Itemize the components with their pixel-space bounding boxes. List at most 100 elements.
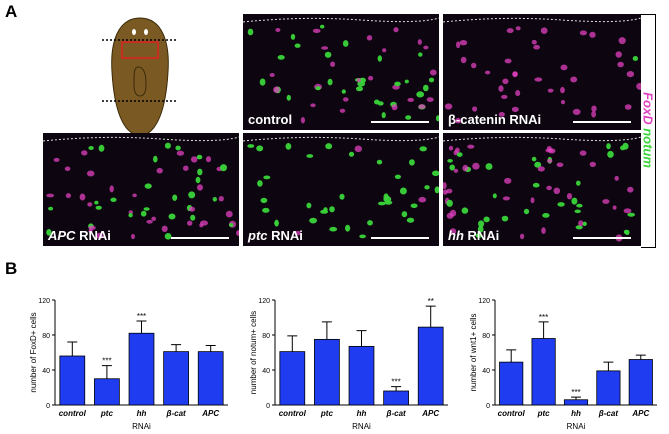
chart-foxd: number of FoxD+ cells 0 40 80 120 control *** p… (30, 298, 228, 431)
notum-cell (263, 175, 271, 180)
notum-cell (190, 214, 196, 221)
bar (531, 338, 556, 406)
bar (563, 399, 589, 406)
notum-cell (376, 159, 383, 165)
micrograph-bcatenin: β-catenin RNAi (443, 14, 641, 130)
foxd-cell (570, 76, 578, 83)
foxd-cell (602, 199, 610, 204)
micrograph-label: control (248, 112, 293, 127)
scale-bar (171, 237, 229, 239)
foxd-cell (236, 230, 239, 236)
notum-cell (542, 213, 550, 218)
foxd-cell (300, 117, 305, 124)
significance-mark: *** (539, 313, 548, 322)
bar (596, 370, 621, 406)
notum-cell (306, 202, 312, 209)
notum-cell (259, 78, 266, 86)
notum-cell (247, 144, 255, 148)
foxd-cell (310, 103, 316, 108)
foxd-cell (484, 70, 491, 75)
notum-cell (164, 142, 171, 149)
foxd-cell (467, 144, 475, 149)
foxd-cell (515, 90, 521, 97)
category-label: β-cat (165, 409, 186, 418)
notum-cell (625, 229, 630, 236)
notum-cell (128, 213, 133, 218)
foxd-cell (190, 156, 198, 163)
notum-cell (48, 206, 54, 211)
foxd-cell (455, 117, 462, 124)
notum-cell (399, 187, 407, 195)
notum-cell (449, 164, 455, 171)
foxd-cell (456, 41, 461, 49)
foxd-cell (429, 69, 437, 76)
foxd-cell (443, 182, 447, 190)
notum-cell (367, 220, 373, 226)
notum-cell (416, 91, 425, 98)
notum-cell (175, 145, 181, 151)
notum-cell (622, 142, 629, 150)
foxd-cell (471, 62, 477, 69)
notum-cell (401, 211, 408, 218)
notum-cell (418, 52, 423, 57)
notum-cell (478, 220, 485, 228)
notum-cell (315, 86, 321, 91)
foxd-cell (589, 31, 596, 38)
foxd-cell (86, 170, 95, 177)
foxd-cell (64, 166, 71, 172)
foxd-cell (545, 148, 554, 153)
bar (197, 351, 224, 406)
chart-notum: number of notum+ cells 0 40 80 120 control ptc… (250, 297, 448, 431)
foxd-cell (579, 30, 587, 36)
foxd-cell (339, 108, 346, 113)
notum-cell (262, 207, 270, 213)
notum-cell (557, 202, 565, 207)
foxd-cell (275, 28, 281, 32)
foxd-cell (269, 73, 275, 77)
x-axis-label: RNAi (352, 422, 371, 431)
foxd-cell (391, 104, 398, 111)
foxd-cell (449, 228, 457, 235)
notum-cell (446, 199, 453, 207)
foxd-cell (330, 61, 336, 67)
notum-cell (428, 77, 435, 83)
significance-mark: ** (428, 297, 434, 306)
foxd-cell (176, 150, 185, 156)
foxd-cell (356, 78, 361, 83)
channel-legend: FoxD notum (641, 92, 656, 168)
notum-cell (309, 217, 317, 224)
significance-mark: *** (102, 357, 111, 366)
foxd-cell (132, 193, 137, 198)
notum-cell (88, 146, 94, 150)
foxd-cell (312, 28, 321, 33)
foxd-cell (146, 219, 153, 224)
legend-notum: notum (640, 128, 656, 168)
notum-cell (404, 79, 409, 84)
y-axis-label: number of wnt1+ cells (470, 313, 478, 391)
y-axis-label: number of notum+ cells (250, 311, 258, 394)
notum-cell (95, 205, 102, 210)
category-label: ptc (320, 409, 334, 418)
micrograph-apc: APC RNAi (43, 133, 239, 246)
cell-dots (243, 17, 439, 124)
foxd-cell (459, 40, 468, 46)
foxd-cell (623, 208, 632, 214)
notum-cell (574, 209, 581, 214)
notum-cell (523, 208, 530, 215)
foxd-cell (426, 97, 434, 102)
foxd-cell (81, 150, 88, 156)
foxd-cell (189, 206, 195, 212)
notum-cell (110, 197, 117, 202)
foxd-cell (579, 150, 587, 156)
foxd-cell (560, 86, 565, 94)
y-tick-label: 80 (42, 333, 50, 340)
foxd-cell (512, 71, 518, 78)
notum-cell (492, 193, 497, 199)
foxd-cell (109, 185, 114, 193)
notum-cell (381, 112, 386, 119)
foxd-cell (537, 166, 545, 172)
notum-cell (501, 215, 509, 222)
foxd-cell (612, 205, 617, 210)
y-tick-label: 120 (38, 298, 50, 305)
notum-cell (327, 78, 333, 86)
